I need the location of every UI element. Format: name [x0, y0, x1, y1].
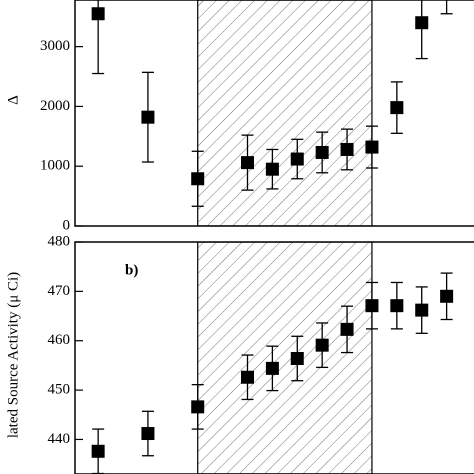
- shaded-region: [197, 0, 373, 226]
- marker: [365, 299, 379, 313]
- marker: [290, 351, 304, 365]
- marker: [315, 145, 329, 159]
- y-axis-label: Δ: [5, 95, 21, 105]
- marker: [265, 162, 279, 176]
- y-tick-label: 460: [48, 332, 71, 348]
- marker: [191, 172, 205, 186]
- marker: [290, 152, 304, 166]
- y-tick-label: 440: [48, 431, 71, 447]
- marker: [340, 142, 354, 156]
- y-tick-label: 470: [48, 283, 71, 299]
- marker: [415, 16, 429, 30]
- marker: [315, 338, 329, 352]
- annotation: b): [125, 262, 138, 278]
- y-axis-label: lated Source Activity (μ Ci): [5, 272, 21, 438]
- marker: [440, 289, 454, 303]
- marker: [340, 322, 354, 336]
- marker: [390, 299, 404, 313]
- plot-frame: [74, 241, 474, 474]
- marker: [390, 101, 404, 115]
- marker: [415, 303, 429, 317]
- marker: [91, 444, 105, 458]
- panel: [91, 242, 454, 474]
- marker: [240, 370, 254, 384]
- panel: [91, 0, 453, 226]
- y-tick-label: 480: [48, 233, 71, 249]
- y-tick-label: 450: [48, 382, 71, 398]
- plot-frame: [74, 0, 474, 227]
- y-tick-label: 1000: [40, 158, 70, 174]
- y-tick-label: 2000: [40, 98, 70, 114]
- y-tick-label: 0: [63, 217, 71, 233]
- error-bar: [415, 0, 428, 60]
- marker: [365, 140, 379, 154]
- shaded-region: [197, 242, 373, 474]
- marker: [141, 110, 155, 124]
- marker: [240, 156, 254, 170]
- marker: [265, 361, 279, 375]
- error-bar: [440, 0, 453, 15]
- y-tick-label: 3000: [40, 38, 70, 54]
- marker: [191, 400, 205, 414]
- marker: [91, 7, 105, 21]
- marker: [141, 427, 155, 441]
